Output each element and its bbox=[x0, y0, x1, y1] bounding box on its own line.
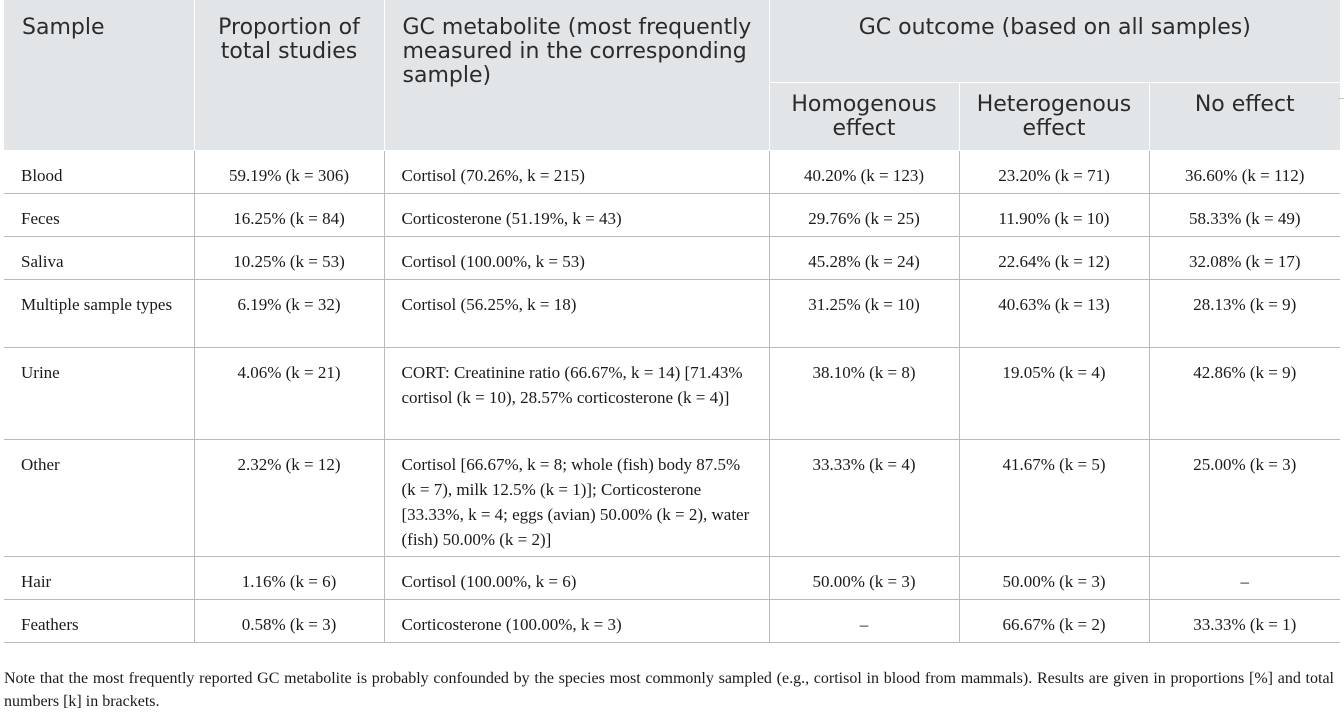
cell-heterogenous: 22.64% (k = 12) bbox=[959, 236, 1150, 280]
cell-proportion: 0.58% (k = 3) bbox=[194, 599, 385, 643]
table-row: Saliva 10.25% (k = 53) Cortisol (100.00%… bbox=[4, 236, 1341, 280]
cell-sample: Hair bbox=[4, 556, 195, 600]
cell-proportion: 10.25% (k = 53) bbox=[194, 236, 385, 280]
header-homogenous: Homogenous effect bbox=[769, 82, 960, 151]
cell-heterogenous: 40.63% (k = 13) bbox=[959, 279, 1150, 348]
header-sample: Sample bbox=[4, 0, 195, 151]
cell-homogenous: 50.00% (k = 3) bbox=[769, 556, 960, 600]
cell-metabolite: Cortisol (100.00%, k = 53) bbox=[384, 236, 770, 280]
cell-metabolite: Cortisol (56.25%, k = 18) bbox=[384, 279, 770, 348]
cell-metabolite: CORT: Creatinine ratio (66.67%, k = 14) … bbox=[384, 347, 770, 440]
cell-metabolite: Corticosterone (100.00%, k = 3) bbox=[384, 599, 770, 643]
cell-no-effect: 28.13% (k = 9) bbox=[1149, 279, 1341, 348]
header-proportion: Proportion of total studies bbox=[194, 0, 385, 151]
cell-no-effect: 58.33% (k = 49) bbox=[1149, 193, 1341, 237]
table-row: Feces 16.25% (k = 84) Corticosterone (51… bbox=[4, 193, 1341, 237]
cell-proportion: 2.32% (k = 12) bbox=[194, 439, 385, 557]
cell-metabolite: Cortisol (70.26%, k = 215) bbox=[384, 150, 770, 194]
table-row: Multiple sample types 6.19% (k = 32) Cor… bbox=[4, 279, 1341, 348]
cell-no-effect: 33.33% (k = 1) bbox=[1149, 599, 1341, 643]
cell-sample: Multiple sample types bbox=[4, 279, 195, 348]
cell-homogenous: 38.10% (k = 8) bbox=[769, 347, 960, 440]
cell-heterogenous: 41.67% (k = 5) bbox=[959, 439, 1150, 557]
cell-sample: Feathers bbox=[4, 599, 195, 643]
cell-homogenous: 45.28% (k = 24) bbox=[769, 236, 960, 280]
cell-heterogenous: 66.67% (k = 2) bbox=[959, 599, 1150, 643]
cell-proportion: 16.25% (k = 84) bbox=[194, 193, 385, 237]
table-body: Blood 59.19% (k = 306) Cortisol (70.26%,… bbox=[4, 150, 1341, 643]
cell-homogenous: 29.76% (k = 25) bbox=[769, 193, 960, 237]
cell-homogenous: 31.25% (k = 10) bbox=[769, 279, 960, 348]
cell-heterogenous: 23.20% (k = 71) bbox=[959, 150, 1150, 194]
cell-homogenous: 40.20% (k = 123) bbox=[769, 150, 960, 194]
header-no-effect: No effect bbox=[1149, 82, 1341, 151]
table-row: Feathers 0.58% (k = 3) Corticosterone (1… bbox=[4, 599, 1341, 643]
cell-heterogenous: 11.90% (k = 10) bbox=[959, 193, 1150, 237]
cell-proportion: 59.19% (k = 306) bbox=[194, 150, 385, 194]
table-row: Hair 1.16% (k = 6) Cortisol (100.00%, k … bbox=[4, 556, 1341, 600]
cell-proportion: 1.16% (k = 6) bbox=[194, 556, 385, 600]
cell-metabolite: Cortisol [66.67%, k = 8; whole (fish) bo… bbox=[384, 439, 770, 557]
cell-heterogenous: 19.05% (k = 4) bbox=[959, 347, 1150, 440]
cell-sample: Blood bbox=[4, 150, 195, 194]
cell-sample: Feces bbox=[4, 193, 195, 237]
table-row: Other 2.32% (k = 12) Cortisol [66.67%, k… bbox=[4, 439, 1341, 557]
cell-sample: Urine bbox=[4, 347, 195, 440]
cell-no-effect: 42.86% (k = 9) bbox=[1149, 347, 1341, 440]
cell-homogenous: – bbox=[769, 599, 960, 643]
header-heterogenous: Heterogenous effect bbox=[959, 82, 1150, 151]
cell-heterogenous: 50.00% (k = 3) bbox=[959, 556, 1150, 600]
cell-proportion: 6.19% (k = 32) bbox=[194, 279, 385, 348]
header-metabolite: GC metabolite (most frequently measured … bbox=[384, 0, 770, 151]
table-footnote: Note that the most frequently reported G… bbox=[4, 670, 1334, 710]
table-header: Sample Proportion of total studies GC me… bbox=[4, 0, 1341, 151]
cell-homogenous: 33.33% (k = 4) bbox=[769, 439, 960, 557]
cell-proportion: 4.06% (k = 21) bbox=[194, 347, 385, 440]
cell-metabolite: Cortisol (100.00%, k = 6) bbox=[384, 556, 770, 600]
cell-sample: Other bbox=[4, 439, 195, 557]
cell-no-effect: 25.00% (k = 3) bbox=[1149, 439, 1341, 557]
gc-table: Sample Proportion of total studies GC me… bbox=[4, 0, 1341, 643]
cell-no-effect: – bbox=[1149, 556, 1341, 600]
cell-sample: Saliva bbox=[4, 236, 195, 280]
header-outcome-group: GC outcome (based on all samples) bbox=[769, 0, 1341, 83]
cell-metabolite: Corticosterone (51.19%, k = 43) bbox=[384, 193, 770, 237]
cell-no-effect: 32.08% (k = 17) bbox=[1149, 236, 1341, 280]
table-row: Urine 4.06% (k = 21) CORT: Creatinine ra… bbox=[4, 347, 1341, 440]
header-divider bbox=[1338, 98, 1344, 99]
table-row: Blood 59.19% (k = 306) Cortisol (70.26%,… bbox=[4, 150, 1341, 194]
cell-no-effect: 36.60% (k = 112) bbox=[1149, 150, 1341, 194]
